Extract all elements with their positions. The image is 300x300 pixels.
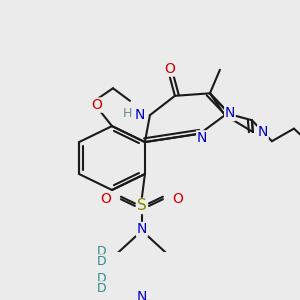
- Text: S: S: [137, 199, 147, 214]
- Text: N: N: [197, 131, 207, 145]
- Text: H: H: [123, 107, 133, 120]
- Text: O: O: [172, 192, 183, 206]
- Text: N: N: [225, 106, 235, 121]
- Text: O: O: [164, 62, 175, 76]
- Text: N: N: [137, 290, 147, 300]
- Text: D: D: [97, 272, 107, 285]
- Text: D: D: [97, 245, 107, 258]
- Text: O: O: [92, 98, 102, 112]
- Text: O: O: [100, 192, 111, 206]
- Text: N: N: [137, 223, 147, 236]
- Text: N: N: [135, 108, 145, 122]
- Text: N: N: [258, 125, 268, 139]
- Text: D: D: [97, 255, 107, 268]
- Text: D: D: [97, 282, 107, 295]
